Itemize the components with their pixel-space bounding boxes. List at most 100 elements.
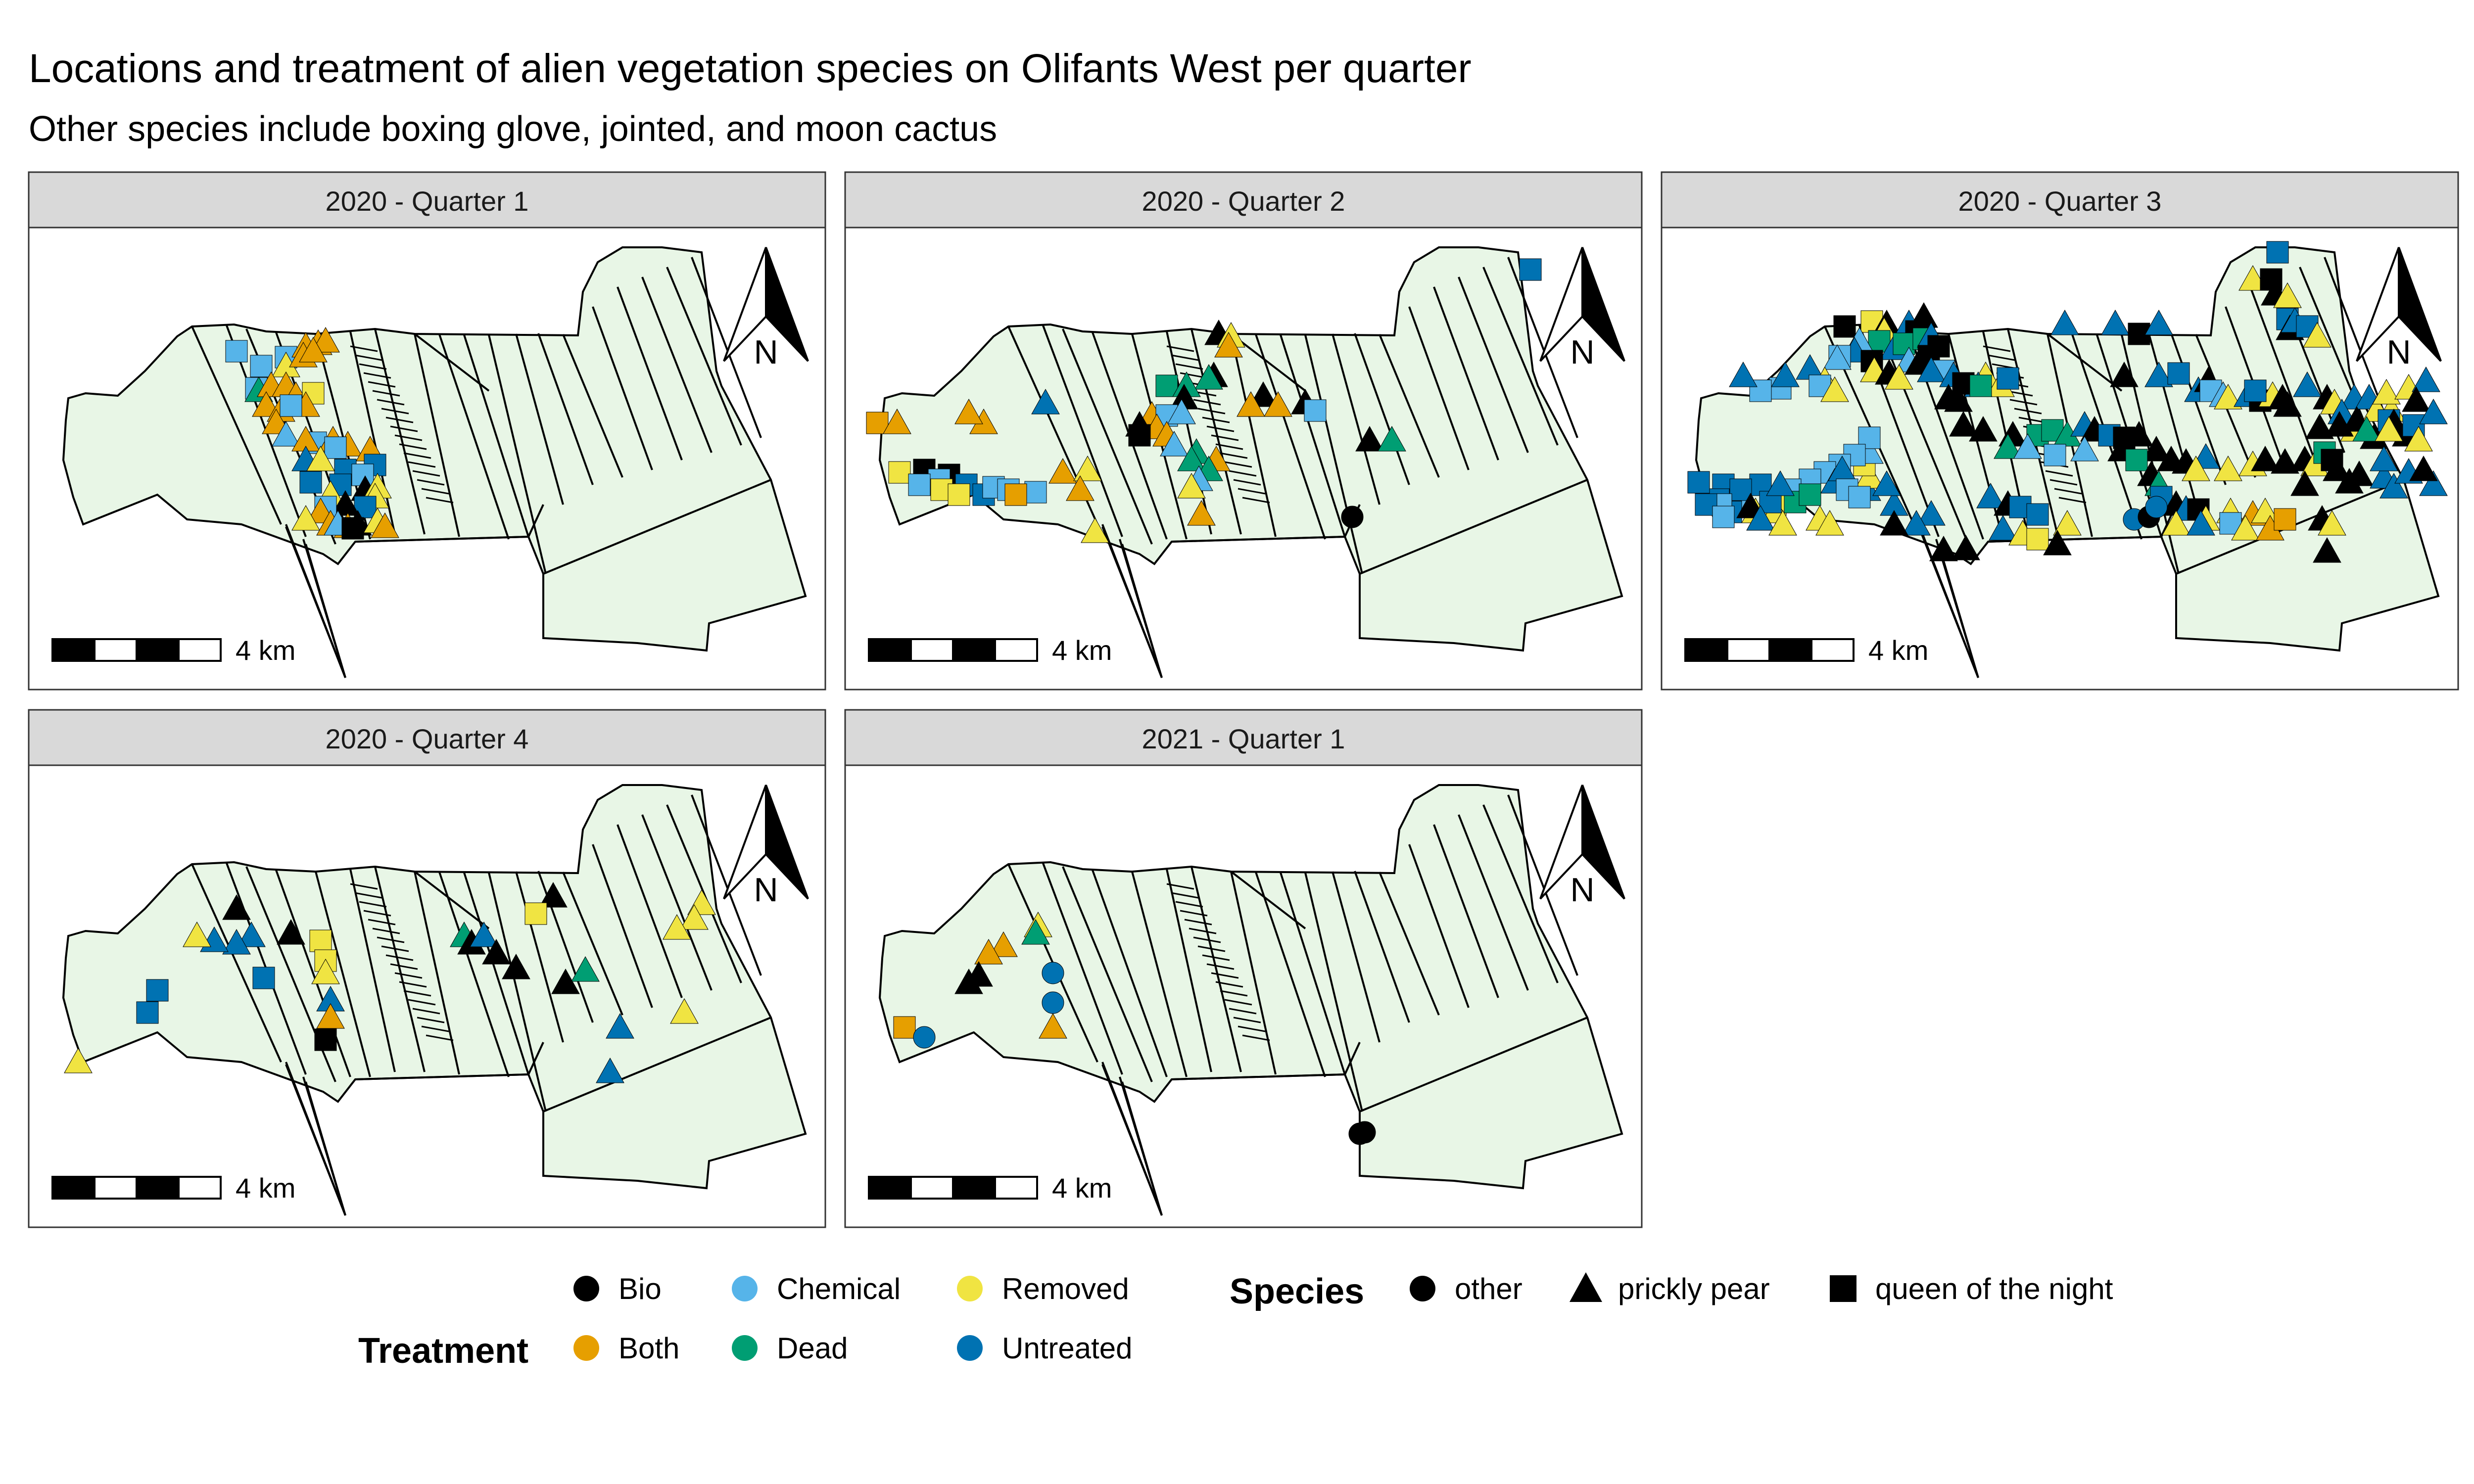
prickly-pear-marker: [2419, 398, 2448, 424]
queen-of-the-night-marker: [2274, 508, 2296, 531]
prickly-pear-marker: [2375, 416, 2403, 442]
queen-of-the-night-marker: [280, 394, 302, 417]
facet-strip-label: 2020 - Quarter 2: [1142, 186, 1345, 217]
prickly-pear-marker: [316, 1003, 345, 1029]
prickly-pear-marker: [1823, 344, 1852, 370]
prickly-pear-marker: [2043, 529, 2072, 556]
prickly-pear-marker: [954, 398, 983, 424]
bio-key-icon: [573, 1276, 599, 1301]
prickly-pear-marker: [2404, 425, 2433, 452]
prickly-pear-marker: [1969, 416, 1998, 442]
property-boundary: [878, 784, 1623, 1190]
queen-of-the-night-marker: [324, 436, 347, 459]
prickly-pear-marker: [222, 894, 251, 920]
prickly-pear-marker: [2345, 460, 2374, 486]
prickly-pear-marker: [2251, 497, 2280, 523]
queen-of-the-night-marker: [1024, 481, 1047, 504]
prickly-pear-marker: [311, 958, 340, 984]
legend-item-both: Both: [564, 1326, 679, 1370]
north-arrow-icon: N: [723, 247, 809, 371]
queen-of-the-night-marker: [225, 340, 248, 363]
other-species-marker: [2145, 496, 2168, 518]
other-species-marker: [1042, 962, 1064, 984]
prickly-pear-marker: [670, 998, 699, 1024]
prickly-pear-marker: [1021, 919, 1050, 945]
prickly-pear-marker: [2101, 309, 2130, 335]
prickly-pear-marker: [2125, 420, 2153, 447]
queen-of-the-night-marker: [524, 902, 547, 925]
prickly-pear-marker: [1820, 376, 1849, 402]
other-species-marker: [1353, 1121, 1376, 1144]
prickly-pear-marker: [1929, 535, 1958, 561]
prickly-pear-marker: [183, 921, 211, 947]
prickly-pear-marker: [2318, 510, 2346, 536]
species-markers: [893, 911, 1376, 1145]
legend-label: Chemical: [777, 1272, 901, 1305]
queen-of-the-night-marker: [1687, 471, 1710, 494]
triangle-shape-icon: [1570, 1272, 1602, 1302]
prickly-pear-marker: [2251, 445, 2280, 471]
prickly-pear-marker: [502, 953, 530, 979]
prickly-pear-marker: [2402, 386, 2430, 412]
legend-label: queen of the night: [1875, 1272, 2113, 1305]
queen-of-the-night-marker: [1729, 478, 1752, 501]
queen-of-the-night-marker: [1833, 315, 1856, 338]
prickly-pear-marker: [2187, 510, 2215, 536]
prickly-pear-marker: [1194, 364, 1223, 390]
scale-bar: 4 km: [868, 1172, 1112, 1204]
scale-bar: 4 km: [51, 635, 295, 666]
facet-strip: [844, 171, 1643, 229]
queen-of-the-night-marker: [893, 1016, 916, 1039]
prickly-pear-marker: [1746, 505, 1775, 531]
prickly-pear-marker: [2162, 510, 2190, 536]
prickly-pear-marker: [1237, 391, 1265, 417]
prickly-pear-marker: [1949, 411, 1978, 437]
legend-label: Removed: [1002, 1272, 1129, 1305]
prickly-pear-marker: [1066, 475, 1094, 501]
scale-bar: 4 km: [51, 1172, 295, 1204]
scale-bar: 4 km: [1684, 635, 1928, 666]
prickly-pear-marker: [1880, 510, 1908, 536]
prickly-pear-marker: [1048, 458, 1077, 484]
queen-of-the-night-marker: [1997, 367, 2019, 390]
legend-label: Untreated: [1002, 1331, 1133, 1365]
queen-of-the-night-marker: [888, 461, 911, 484]
facet-panel: 2020 - Quarter 1 N 4 km: [28, 171, 826, 691]
prickly-pear-marker: [1187, 500, 1216, 526]
queen-of-the-night-marker: [250, 355, 273, 377]
queen-of-the-night-marker: [1519, 258, 1542, 281]
property-boundary: [62, 784, 807, 1190]
queen-of-the-night-marker: [2266, 241, 2289, 264]
prickly-pear-marker: [539, 881, 568, 908]
facet-panel: 2020 - Quarter 3 N 4 km: [1661, 171, 2459, 691]
north-arrow-icon: N: [1539, 785, 1625, 909]
map-title: Locations and treatment of alien vegetat…: [29, 46, 1472, 91]
scale-bar-label: 4 km: [1868, 635, 1928, 666]
legend-item-queen-of-the-night: queen of the night: [1821, 1266, 2113, 1311]
legend-species-title: Species: [1230, 1272, 1365, 1311]
facet-strip: [28, 709, 826, 766]
facet-panel: 2021 - Quarter 1 N 4 km: [844, 709, 1643, 1228]
queen-of-the-night-marker: [2026, 528, 2049, 551]
legend-item-other: other: [1400, 1266, 1522, 1311]
species-markers: [1687, 241, 2448, 563]
farm-parcel-lines: [191, 794, 771, 1216]
prickly-pear-marker: [2379, 472, 2408, 499]
north-arrow-icon: N: [723, 785, 809, 909]
other-species-marker: [1042, 991, 1064, 1014]
prickly-pear-marker: [1264, 391, 1292, 417]
removed-key-icon: [957, 1276, 983, 1301]
prickly-pear-marker: [1815, 510, 1844, 536]
other-species-marker: [1341, 506, 1364, 528]
square-shape-icon: [1830, 1275, 1856, 1302]
queen-of-the-night-marker: [1304, 399, 1327, 422]
prickly-pear-marker: [1989, 514, 2017, 541]
legend-item-bio: Bio: [564, 1266, 662, 1311]
prickly-pear-marker: [989, 931, 1018, 957]
prickly-pear-marker: [291, 505, 320, 531]
species-markers: [225, 326, 399, 540]
facet-panels: 2020 - Quarter 1 N 4 km 2020 - Quarter 2 N 4 …: [28, 171, 2459, 1228]
queen-of-the-night-marker: [1848, 486, 1871, 509]
prickly-pear-marker: [1872, 470, 1901, 496]
prickly-pear-marker: [1917, 500, 1946, 526]
